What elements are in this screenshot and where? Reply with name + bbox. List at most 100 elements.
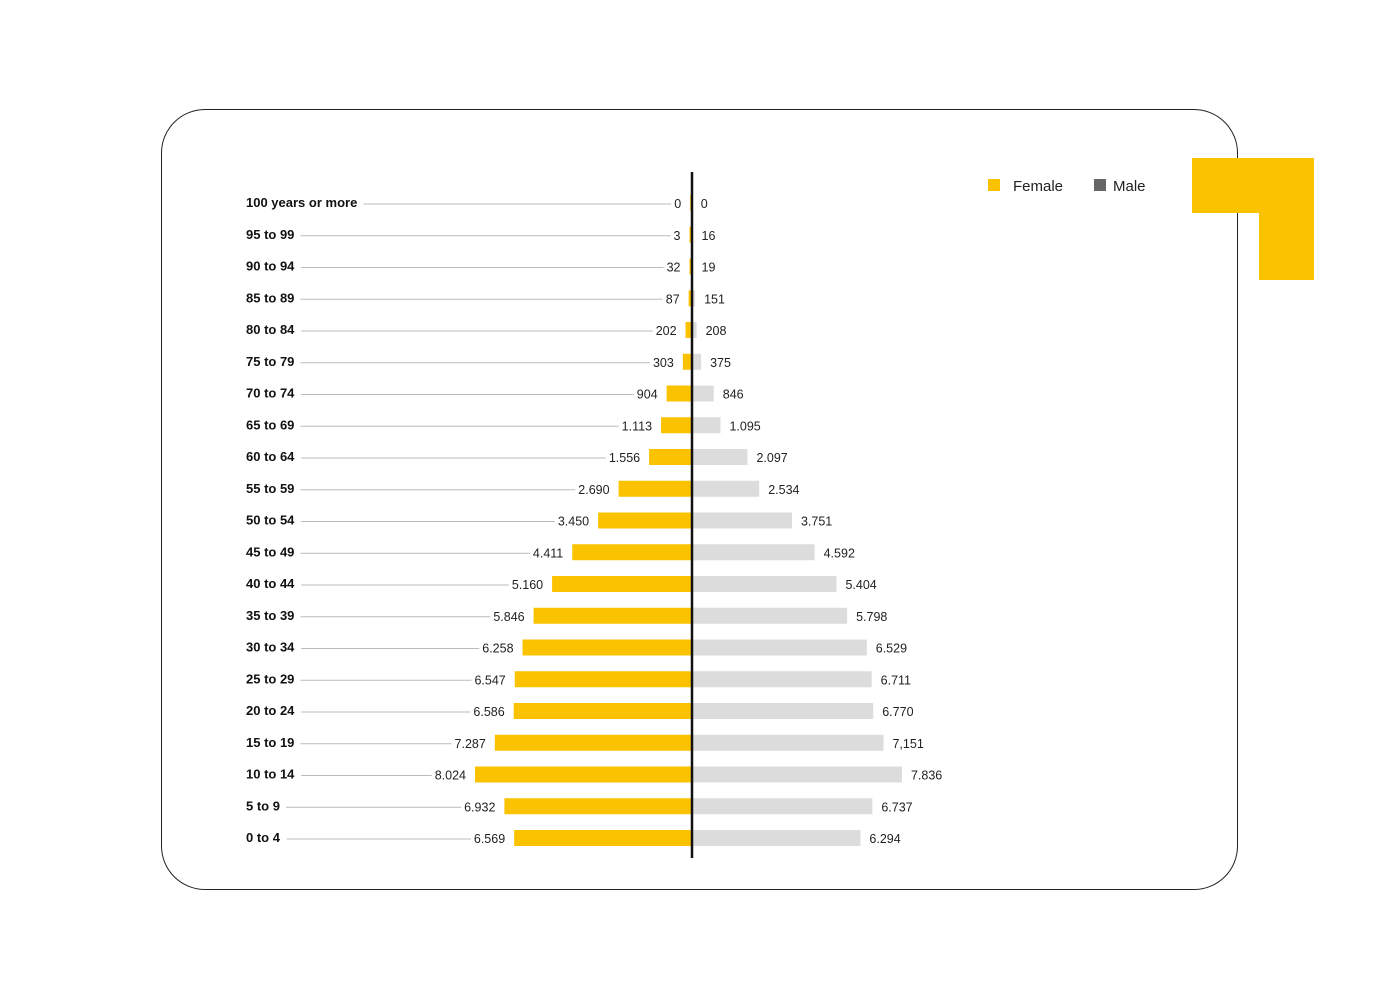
age-group-label: 90 to 94 (246, 259, 295, 274)
male-bar (691, 385, 714, 402)
male-bar (691, 449, 748, 465)
female-value-label: 6.569 (474, 832, 505, 846)
male-value-label: 6.294 (869, 832, 900, 846)
female-value-label: 1.113 (622, 419, 652, 433)
female-value-label: 4.411 (533, 546, 563, 560)
yellow-corner-decoration (1192, 158, 1314, 280)
female-value-label: 303 (653, 356, 674, 370)
male-bar (691, 671, 872, 688)
female-bar (522, 639, 691, 656)
female-bar (689, 258, 691, 275)
male-value-label: 5.404 (845, 578, 876, 592)
age-group-label: 80 to 84 (246, 322, 295, 337)
female-value-label: 2.690 (578, 483, 609, 497)
legend-female-label: Female (1013, 178, 1063, 195)
female-value-label: 5.846 (493, 610, 524, 624)
male-value-label: 2.097 (756, 451, 787, 465)
female-value-label: 32 (667, 261, 681, 275)
age-group-label: 55 to 59 (246, 481, 294, 496)
male-value-label: 846 (723, 388, 744, 402)
male-value-label: 19 (702, 261, 716, 275)
female-value-label: 6.586 (473, 705, 504, 719)
female-bar (552, 576, 691, 592)
female-value-label: 904 (637, 388, 658, 402)
male-value-label: 5.798 (856, 610, 887, 624)
male-bar (691, 576, 837, 592)
female-bar (533, 607, 691, 624)
female-bar (666, 385, 691, 402)
age-group-label: 95 to 99 (246, 227, 294, 242)
male-bar (691, 639, 867, 656)
male-value-label: 2.534 (768, 483, 799, 497)
chart-card (161, 109, 1238, 890)
age-group-label: 15 to 19 (246, 735, 294, 750)
female-value-label: 8.024 (435, 769, 466, 783)
age-group-label: 65 to 69 (246, 417, 294, 432)
age-group-label: 75 to 79 (246, 354, 294, 369)
female-value-label: 202 (656, 324, 677, 338)
male-bar (691, 766, 902, 783)
male-value-label: 151 (704, 292, 725, 306)
male-value-label: 375 (710, 356, 731, 370)
male-value-label: 7.836 (911, 769, 942, 783)
female-bar (494, 734, 691, 751)
male-bar (691, 734, 884, 751)
age-group-label: 85 to 89 (246, 290, 294, 305)
male-value-label: 0 (701, 197, 708, 211)
female-value-label: 1.556 (609, 451, 640, 465)
male-bar (691, 417, 721, 434)
female-bar (682, 353, 691, 370)
male-bar (691, 830, 861, 846)
male-value-label: 6.711 (881, 673, 911, 687)
legend-female-swatch (988, 179, 1000, 191)
female-value-label: 5.160 (512, 578, 543, 592)
age-group-label: 45 to 49 (246, 544, 294, 559)
age-group-label: 30 to 34 (246, 640, 295, 655)
female-value-label: 6.258 (482, 642, 513, 656)
male-value-label: 16 (702, 229, 716, 243)
age-group-label: 5 to 9 (246, 798, 280, 813)
male-value-label: 6.529 (876, 642, 907, 656)
female-bar (514, 671, 691, 688)
female-value-label: 3 (674, 229, 681, 243)
age-group-label: 25 to 29 (246, 671, 294, 686)
male-bar (691, 512, 792, 529)
female-value-label: 6.547 (474, 673, 505, 687)
female-bar (618, 480, 691, 497)
age-group-label: 100 years or more (246, 195, 357, 210)
age-group-label: 0 to 4 (246, 830, 281, 845)
female-bar (688, 290, 691, 307)
male-bar (691, 480, 760, 497)
legend-male-swatch (1094, 179, 1106, 191)
female-bar (689, 226, 691, 243)
legend-male-label: Male (1113, 178, 1146, 195)
male-bar (691, 798, 873, 815)
age-group-label: 70 to 74 (246, 386, 295, 401)
male-value-label: 7,151 (892, 737, 923, 751)
female-bar (685, 322, 691, 338)
male-value-label: 4.592 (824, 546, 855, 560)
age-group-label: 20 to 24 (246, 703, 295, 718)
female-bar (572, 544, 691, 561)
age-group-label: 40 to 44 (246, 576, 295, 591)
female-value-label: 3.450 (558, 515, 589, 529)
age-group-label: 50 to 54 (246, 513, 295, 528)
age-group-label: 35 to 39 (246, 608, 294, 623)
female-bar (598, 512, 691, 529)
female-bar (504, 798, 691, 815)
male-bar (691, 544, 815, 561)
female-bar (649, 449, 691, 465)
male-bar (691, 703, 874, 719)
female-bar (513, 703, 691, 719)
female-bar (475, 766, 691, 783)
male-value-label: 3.751 (801, 515, 832, 529)
female-value-label: 0 (674, 197, 681, 211)
female-value-label: 87 (666, 292, 680, 306)
female-bar (661, 417, 691, 434)
male-bar (691, 607, 848, 624)
female-value-label: 7.287 (455, 737, 486, 751)
age-group-label: 60 to 64 (246, 449, 295, 464)
age-group-label: 10 to 14 (246, 767, 295, 782)
female-value-label: 6.932 (464, 800, 495, 814)
